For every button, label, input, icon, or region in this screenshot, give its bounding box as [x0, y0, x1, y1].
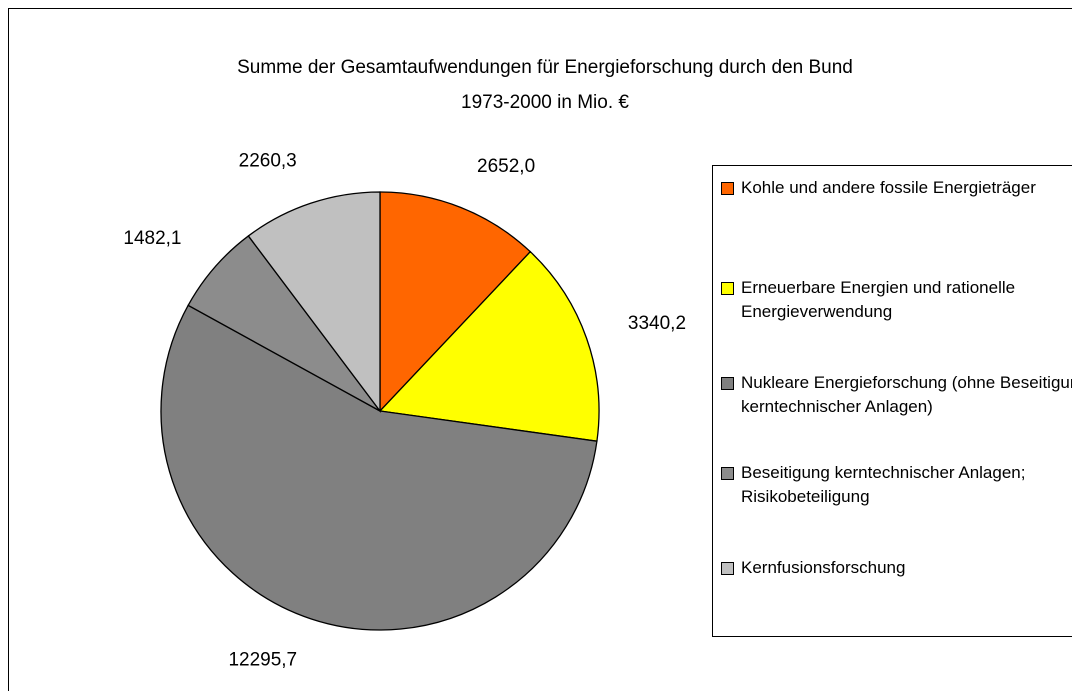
legend-swatch	[721, 562, 734, 575]
data-label: 1482,1	[123, 228, 181, 249]
data-label: 3340,2	[628, 313, 686, 334]
legend-swatch	[721, 282, 734, 295]
legend-label: Nukleare Energieforschung (ohne Beseitig…	[741, 373, 1072, 416]
legend: Kohle und andere fossile Energieträger Er…	[712, 165, 1072, 637]
chart-border	[8, 8, 1072, 691]
legend-swatch	[721, 467, 734, 480]
data-label: 2652,0	[477, 156, 535, 177]
legend-label: Kernfusionsforschung	[741, 558, 906, 577]
legend-swatch	[721, 182, 734, 195]
pie-slice	[379, 191, 532, 413]
legend-label: Kohle und andere fossile Energieträger	[741, 178, 1036, 197]
legend-item: Beseitigung kerntechnischer Anlagen; Ris…	[721, 461, 1072, 509]
legend-item: Kernfusionsforschung	[721, 556, 1072, 580]
legend-label: Erneuerbare Energien und rationelle Ener…	[741, 278, 1016, 321]
legend-item: Erneuerbare Energien und rationelle Ener…	[721, 276, 1072, 324]
data-label: 2260,3	[239, 151, 297, 172]
legend-item: Kohle und andere fossile Energieträger	[721, 176, 1072, 200]
legend-item: Nukleare Energieforschung (ohne Beseitig…	[721, 371, 1072, 419]
data-label: 12295,7	[228, 649, 297, 670]
legend-swatch	[721, 377, 734, 390]
legend-label: Beseitigung kerntechnischer Anlagen; Ris…	[741, 463, 1026, 506]
chart-title: Summe der Gesamtaufwendungen für Energie…	[237, 57, 853, 78]
pie-slice	[160, 304, 598, 631]
pie-slice	[378, 250, 600, 442]
chart-subtitle: 1973-2000 in Mio. €	[461, 92, 629, 113]
pie-slice	[247, 191, 381, 413]
